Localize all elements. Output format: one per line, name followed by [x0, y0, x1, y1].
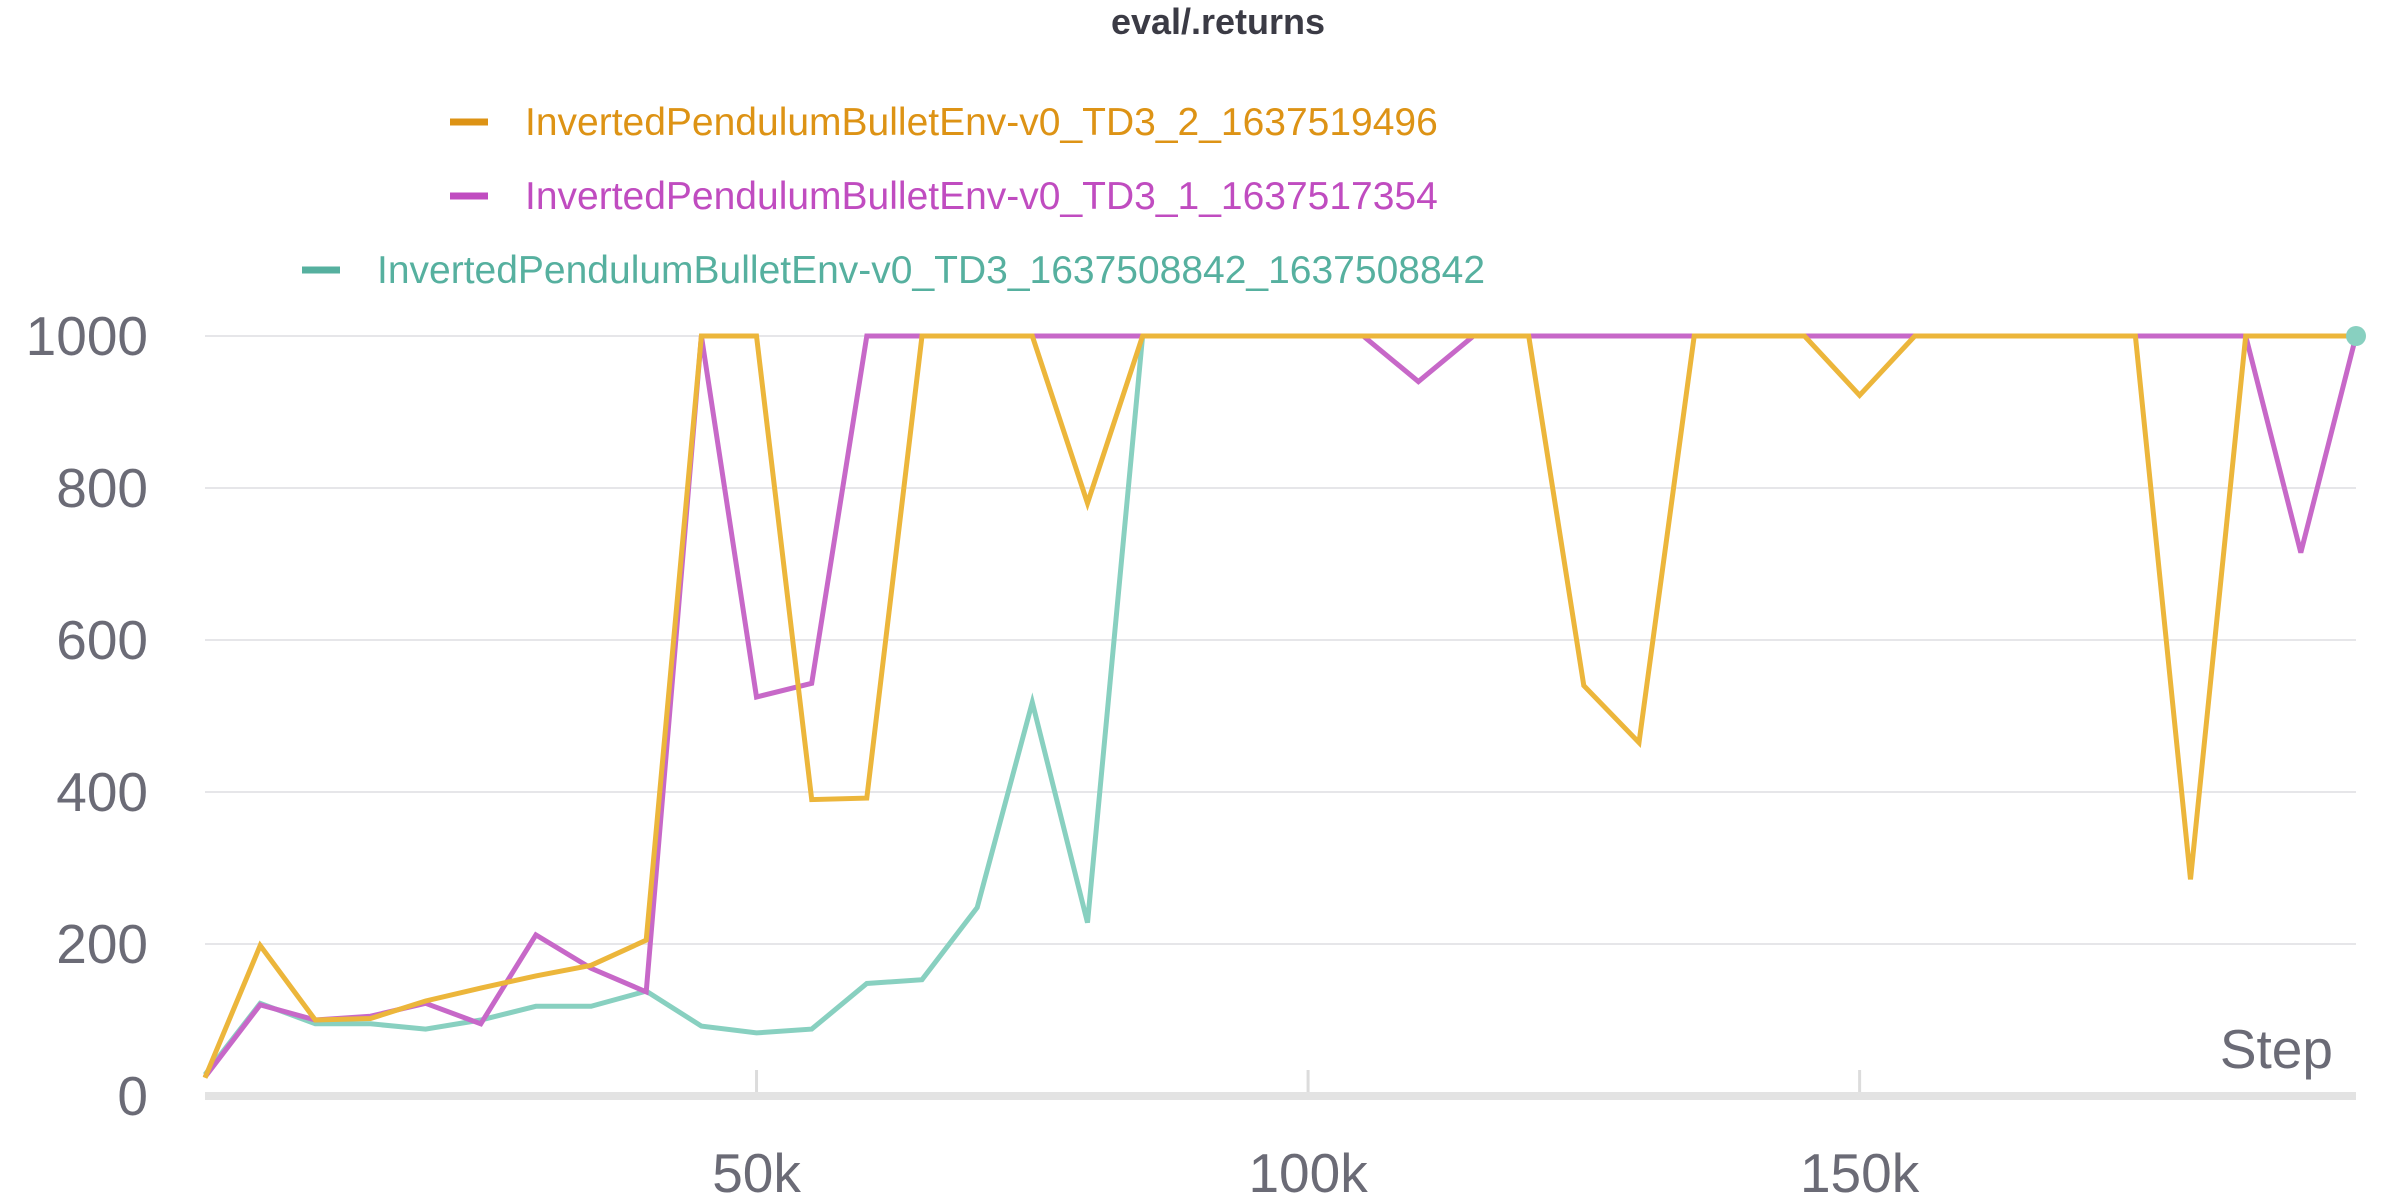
y-tick-label: 400	[56, 761, 148, 823]
chart-title: eval/.returns	[1111, 1, 1325, 42]
grid	[205, 335, 2356, 945]
legend: InvertedPendulumBulletEnv-v0_TD3_2_16375…	[302, 101, 1485, 292]
x-tick-label: 100k	[1248, 1142, 1368, 1200]
y-tick-label: 200	[56, 913, 148, 975]
series-endpoint-marker	[2346, 326, 2366, 346]
x-tick-label: 150k	[1800, 1142, 1920, 1200]
legend-label: InvertedPendulumBulletEnv-v0_TD3_2_16375…	[525, 101, 1438, 144]
series-lines	[202, 326, 2366, 1079]
series-line-1	[203, 333, 2356, 1077]
y-tick-label: 600	[56, 609, 148, 671]
series-line-2	[203, 333, 2359, 1079]
y-tick-label: 0	[117, 1065, 148, 1127]
series-line-3	[202, 333, 2356, 1079]
x-axis-label: Step	[2220, 1018, 2333, 1080]
x-tick-label: 50k	[712, 1142, 801, 1200]
y-tick-label: 800	[56, 457, 148, 519]
legend-label: InvertedPendulumBulletEnv-v0_TD3_1637508…	[377, 249, 1485, 292]
axes: 0 200 400 600 800 1000 50k 100k 150k	[26, 305, 2356, 1200]
y-tick-label: 1000	[26, 305, 148, 367]
legend-label: InvertedPendulumBulletEnv-v0_TD3_1_16375…	[525, 175, 1438, 218]
